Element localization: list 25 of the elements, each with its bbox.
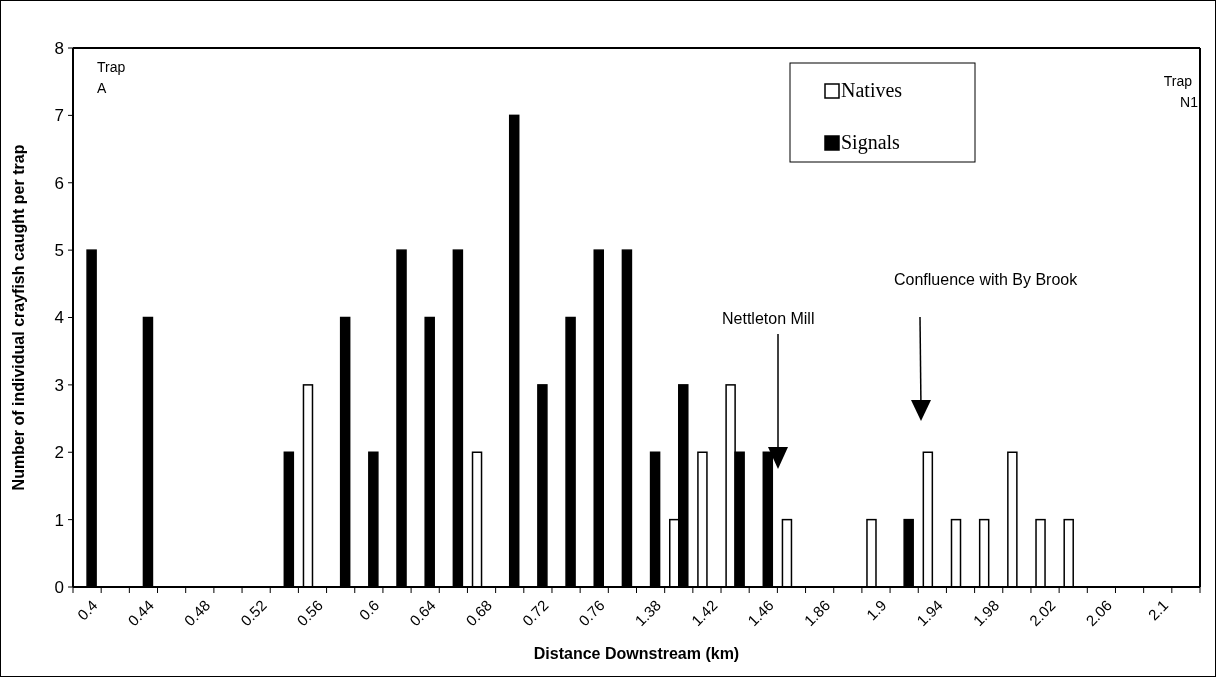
y-tick-label: 4	[54, 308, 64, 328]
y-tick-label: 2	[54, 443, 64, 463]
legend-label: Natives	[841, 79, 903, 101]
y-tick-label: 3	[54, 375, 64, 395]
y-tick-label: 0	[54, 577, 64, 597]
x-tick-label: 0.6	[355, 596, 383, 624]
x-tick-label: 0.64	[406, 596, 439, 630]
x-tick-label: 1.94	[913, 596, 946, 630]
annotation: Nettleton Mill	[722, 310, 815, 327]
annotation: Trap A	[97, 59, 126, 96]
y-tick-label: 8	[54, 38, 64, 58]
y-tick-label: 1	[54, 510, 64, 530]
annotation: Confluence with By Brook	[894, 271, 1079, 288]
x-tick-label: 0.52	[237, 596, 270, 630]
x-tick-label: 0.76	[575, 596, 608, 630]
annotation: Trap N1	[1163, 73, 1199, 110]
x-axis-title: Distance Downstream (km)	[533, 645, 740, 662]
y-axis-title: Number of individual crayfish caught per trap	[10, 144, 27, 491]
x-tick-label: 1.9	[862, 596, 890, 624]
x-tick-label: 2.1	[1144, 596, 1172, 624]
y-tick-label: 7	[54, 106, 64, 126]
y-tick-label: 5	[54, 241, 64, 261]
y-tick-label: 6	[54, 173, 64, 193]
x-tick-label: 0.4	[73, 596, 101, 624]
legend-label: Signals	[841, 131, 901, 154]
